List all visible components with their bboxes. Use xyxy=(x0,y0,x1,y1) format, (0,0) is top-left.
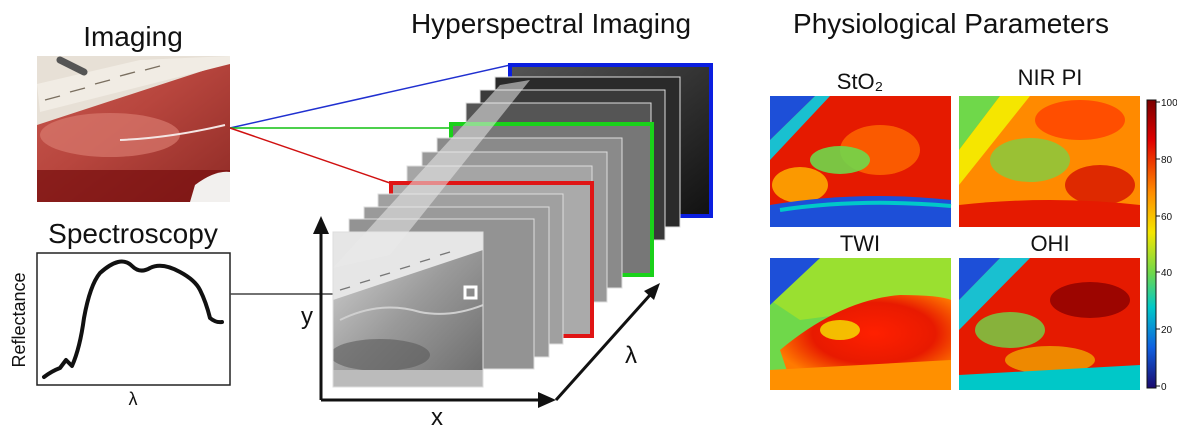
map-nir-pi xyxy=(959,96,1140,227)
colorbar-gradient xyxy=(1146,99,1157,389)
spectrum-ylabel: Reflectance xyxy=(9,272,29,367)
colorbar-tick-100: 100 xyxy=(1161,98,1177,109)
colorbar-tick-80: 80 xyxy=(1161,155,1173,166)
spectrum-curve xyxy=(42,259,224,379)
colorbar-tick-20: 20 xyxy=(1161,325,1173,336)
pixel-marker xyxy=(463,285,478,300)
axis-lambda-label: λ xyxy=(625,342,637,369)
map-ohi xyxy=(959,258,1140,390)
physiological-title: Physiological Parameters xyxy=(793,8,1109,39)
colorbar: 100 80 60 40 20 0 xyxy=(1146,98,1177,393)
connector-blue xyxy=(229,64,511,129)
map-label-ohi: OHI xyxy=(1030,231,1069,256)
spectrum-xlabel: λ xyxy=(129,389,138,409)
spectrum-plot: Reflectance λ xyxy=(9,252,231,409)
spectroscopy-title: Spectroscopy xyxy=(48,218,218,249)
map-label-sto2: StO₂ xyxy=(837,69,883,94)
cube-axes: y x λ xyxy=(301,216,660,427)
hyperspectral-title: Hyperspectral Imaging xyxy=(411,8,691,39)
map-sto2 xyxy=(770,96,952,227)
axis-y-label: y xyxy=(301,303,313,330)
colorbar-tick-40: 40 xyxy=(1161,268,1173,279)
hypercube xyxy=(332,63,713,388)
tissue-photo xyxy=(37,56,230,202)
colorbar-tick-0: 0 xyxy=(1161,382,1167,393)
imaging-title: Imaging xyxy=(83,21,183,52)
connector-red xyxy=(229,127,391,184)
map-label-twi: TWI xyxy=(840,231,880,256)
map-twi xyxy=(770,258,951,390)
colorbar-tick-60: 60 xyxy=(1161,212,1173,223)
spectrum-frame xyxy=(36,252,231,386)
colorbar-ticks xyxy=(1156,101,1160,387)
axis-x-label: x xyxy=(431,404,443,427)
map-label-nir-pi: NIR PI xyxy=(1018,65,1083,90)
